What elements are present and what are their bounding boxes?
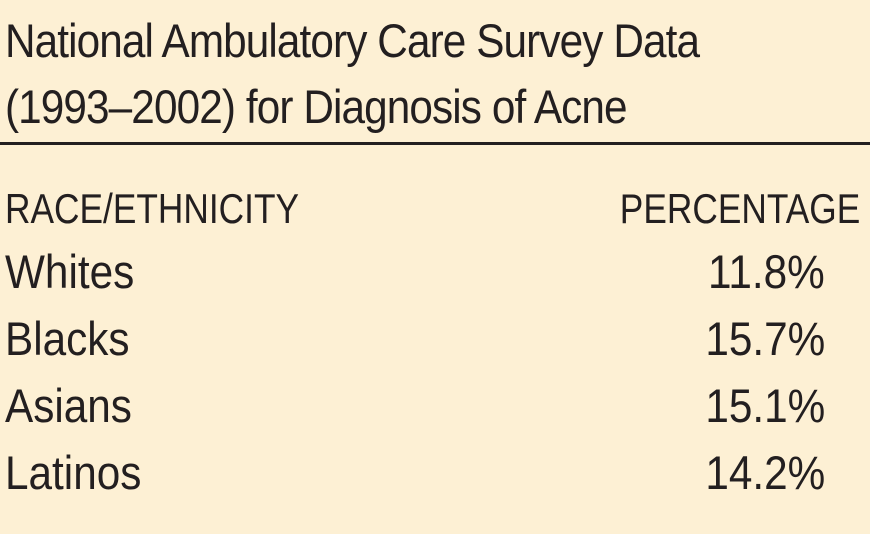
table-header-row: Race/Ethnicity Percentage [0,180,870,238]
table-title-line-2: (1993–2002) for Diagnosis of Acne [5,80,628,133]
row-value-asians: 15.1% [705,379,825,432]
row-value-blacks: 15.7% [705,312,825,365]
table-row: Whites 11.8% [0,238,870,305]
table-row: Asians 15.1% [0,372,870,439]
data-table: Race/Ethnicity Percentage Whites 11.8% B… [0,180,870,506]
row-value-whites: 11.8% [708,245,825,298]
table-title: National Ambulatory Care Survey Data (19… [5,8,779,140]
table-row: Blacks 15.7% [0,305,870,372]
row-value-latinos: 14.2% [705,446,825,499]
row-label-latinos: Latinos [5,446,142,499]
column-header-percentage: Percentage [619,185,860,232]
row-label-blacks: Blacks [5,312,130,365]
table-row: Latinos 14.2% [0,439,870,506]
row-label-asians: Asians [5,379,132,432]
column-header-race-ethnicity: Race/Ethnicity [5,185,300,232]
title-divider-rule [0,142,870,145]
table-title-line-1: National Ambulatory Care Survey Data [5,14,700,67]
row-label-whites: Whites [5,245,135,298]
